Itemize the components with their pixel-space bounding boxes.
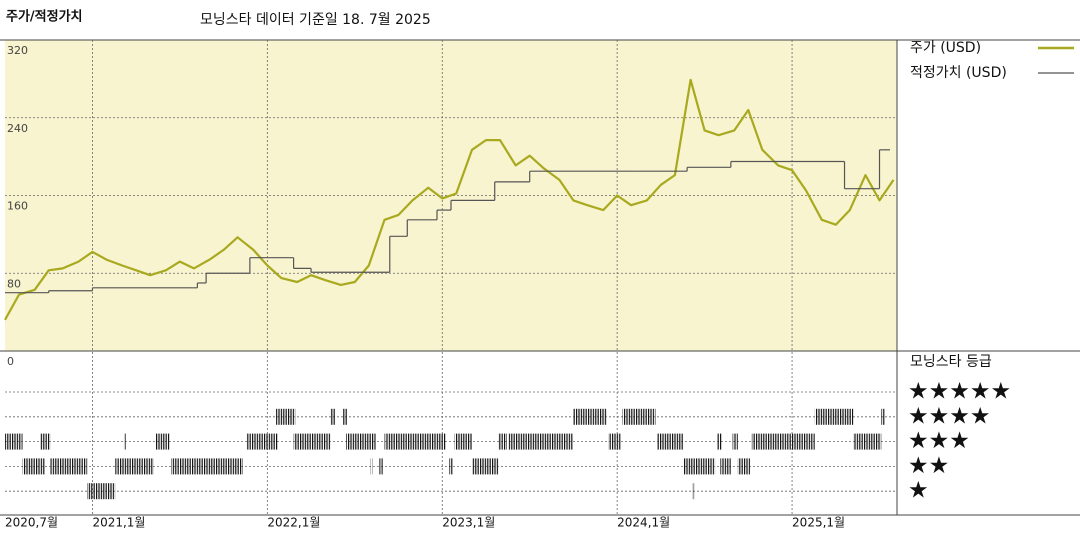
rating-bar xyxy=(573,408,607,425)
rating-bar xyxy=(171,458,243,475)
rating-bar xyxy=(608,433,621,450)
y-tick-label: 0 xyxy=(7,355,14,368)
rating-bar xyxy=(881,408,885,425)
rating-bar xyxy=(498,433,507,450)
rating-bar xyxy=(853,433,882,450)
rating-bar xyxy=(342,408,348,425)
rating-bar xyxy=(751,433,815,450)
rating-bar xyxy=(692,483,695,500)
rating-bar xyxy=(384,433,446,450)
rating-bar xyxy=(454,433,472,450)
rating-bar xyxy=(346,433,376,450)
y-tick-label: 160 xyxy=(7,200,28,213)
y-tick-label: 320 xyxy=(7,44,28,57)
rating-bar xyxy=(330,408,336,425)
x-tick-label: 2022,1월 xyxy=(267,516,320,530)
plot: 0 80 160 240 320 2020,7월 2021,1월 2022,1월 2023,1월… xyxy=(4,40,1074,530)
rating-bar xyxy=(39,433,51,450)
y-tick-label: 240 xyxy=(7,122,28,135)
rating-bar xyxy=(50,458,88,475)
rating-bar xyxy=(246,433,278,450)
rating-bar xyxy=(370,458,373,475)
x-tick-label: 2021,1월 xyxy=(92,516,145,530)
chart-subtitle: 모닝스타 데이터 기준일 18. 7월 2025 xyxy=(200,12,431,28)
rating-bar xyxy=(5,433,23,450)
rating-bar xyxy=(115,458,154,475)
rating-bar xyxy=(449,458,453,475)
rating-bar xyxy=(87,483,116,500)
rating-label: ★★ xyxy=(908,453,949,479)
rating-label: ★★★★★ xyxy=(908,379,1011,405)
rating-bar xyxy=(276,408,296,425)
x-tick-label: 2024,1월 xyxy=(617,516,670,530)
x-tick-label: 2025,1월 xyxy=(792,516,845,530)
chart-title: 주가/적정가치 xyxy=(6,9,83,25)
rating-title: 모닝스타 등급 xyxy=(910,354,992,370)
rating-bar xyxy=(123,433,126,450)
rating-bar xyxy=(683,458,716,475)
rating-bar xyxy=(471,458,499,475)
rating-bar xyxy=(508,433,574,450)
x-tick-label: 2020,7월 xyxy=(5,516,58,530)
legend-label: 주가 (USD) xyxy=(910,40,981,56)
rating-bar xyxy=(737,458,751,475)
rating-bar xyxy=(716,433,723,450)
rating-bar xyxy=(293,433,331,450)
y-tick-label: 80 xyxy=(7,277,21,290)
rating-bar xyxy=(379,458,383,475)
rating-label: ★★★ xyxy=(908,428,970,454)
rating-bar xyxy=(622,408,656,425)
legend-label: 적정가치 (USD) xyxy=(910,65,1007,81)
rating-label: ★★★★ xyxy=(908,403,990,429)
rating-bar xyxy=(814,408,854,425)
rating-bar xyxy=(720,458,731,475)
rating-bar xyxy=(732,433,738,450)
rating-bar xyxy=(657,433,684,450)
x-tick-label: 2023,1월 xyxy=(442,516,495,530)
rating-bar xyxy=(155,433,170,450)
rating-label: ★ xyxy=(908,478,929,504)
price-line xyxy=(4,78,895,321)
rating-bar xyxy=(22,458,46,475)
